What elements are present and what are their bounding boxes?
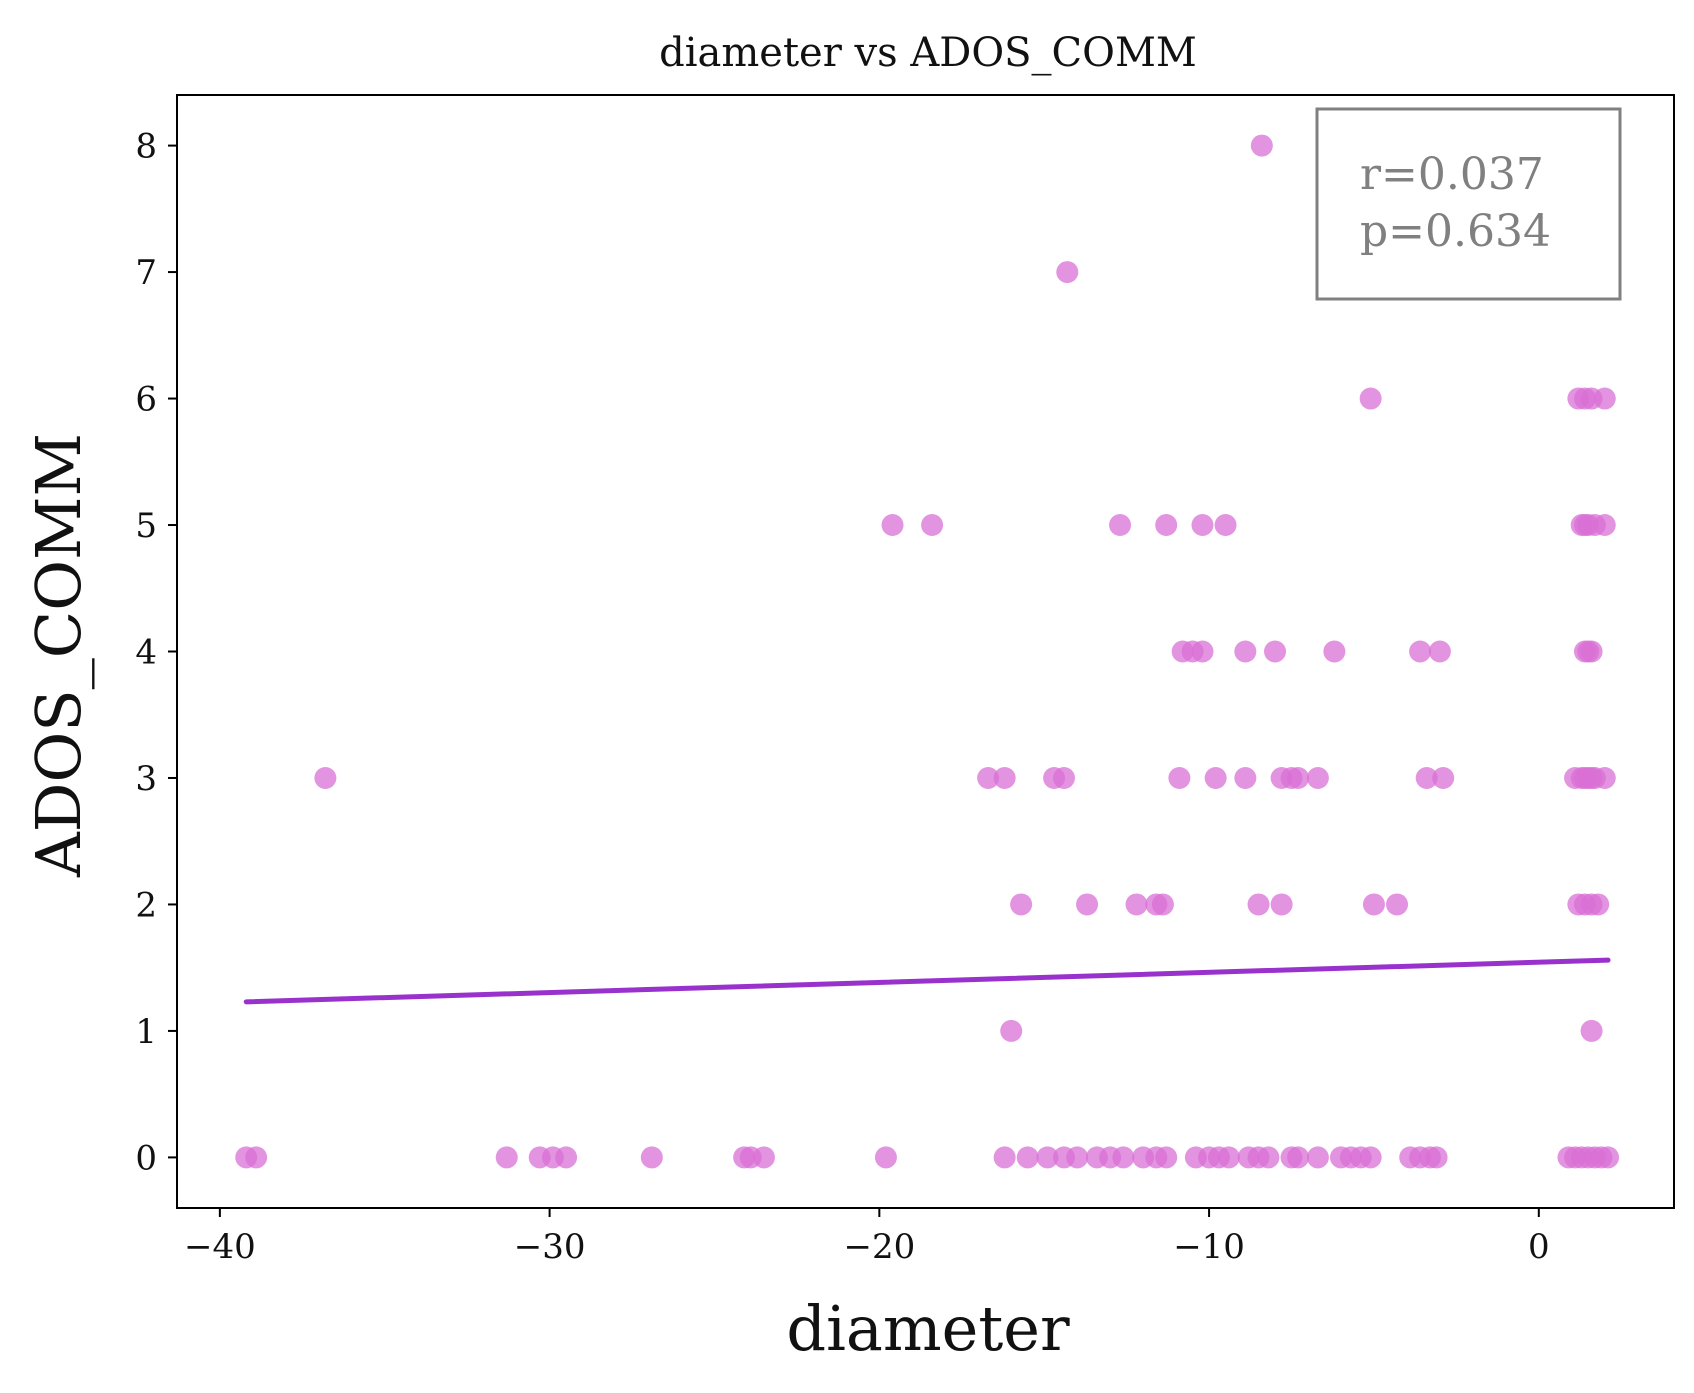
y-tick-label: 1 xyxy=(135,1012,157,1052)
data-point xyxy=(1425,1146,1448,1169)
data-point xyxy=(1323,640,1346,663)
y-axis-label: ADOS_COMM xyxy=(22,433,95,878)
data-point xyxy=(1109,514,1132,537)
data-point xyxy=(640,1146,663,1169)
x-tick-label: −40 xyxy=(184,1227,256,1267)
data-point xyxy=(1066,1146,1089,1169)
data-point xyxy=(993,766,1016,789)
x-axis-label: diameter xyxy=(786,1292,1070,1365)
data-point xyxy=(495,1146,518,1169)
data-point xyxy=(1359,387,1382,410)
data-point xyxy=(1010,893,1033,916)
data-point xyxy=(1151,893,1174,916)
data-point xyxy=(752,1146,775,1169)
data-point xyxy=(1155,514,1178,537)
chart-title: diameter vs ADOS_COMM xyxy=(659,30,1197,76)
data-point xyxy=(1593,514,1616,537)
data-point xyxy=(1112,1146,1135,1169)
y-tick-label: 3 xyxy=(135,759,157,799)
y-tick-label: 0 xyxy=(135,1138,157,1178)
y-tick-label: 6 xyxy=(135,380,157,420)
data-point xyxy=(1247,893,1270,916)
data-point xyxy=(1359,1146,1382,1169)
data-point xyxy=(1593,387,1616,410)
data-point xyxy=(1306,1146,1329,1169)
data-point xyxy=(1264,640,1287,663)
data-point xyxy=(874,1146,897,1169)
stats-annotation: r=0.037 p=0.634 xyxy=(1315,107,1622,301)
data-point xyxy=(1362,893,1385,916)
data-point xyxy=(1016,1146,1039,1169)
data-point xyxy=(1217,1146,1240,1169)
data-point xyxy=(1214,514,1237,537)
stats-r-value: r=0.037 xyxy=(1360,149,1544,200)
points-layer xyxy=(235,134,1620,1169)
data-point xyxy=(1593,766,1616,789)
data-point xyxy=(1386,893,1409,916)
x-axis-ticks: −40 −30 −20 −10 0 xyxy=(184,1208,1550,1267)
data-point xyxy=(555,1146,578,1169)
data-point xyxy=(1597,1146,1620,1169)
y-tick-label: 8 xyxy=(135,127,157,167)
data-point xyxy=(1409,640,1432,663)
data-point xyxy=(1270,893,1293,916)
data-point xyxy=(1191,514,1214,537)
y-tick-label: 2 xyxy=(135,885,157,925)
x-tick-label: 0 xyxy=(1528,1227,1550,1267)
data-point xyxy=(1306,766,1329,789)
data-point xyxy=(1076,893,1099,916)
data-point xyxy=(1432,766,1455,789)
data-point xyxy=(881,514,904,537)
data-point xyxy=(1587,893,1610,916)
data-point xyxy=(1234,640,1257,663)
data-point xyxy=(1168,766,1191,789)
data-point xyxy=(1191,640,1214,663)
y-axis-ticks: 0 1 2 3 4 5 6 7 8 xyxy=(135,127,177,1178)
data-point xyxy=(1287,766,1310,789)
data-point xyxy=(977,766,1000,789)
data-point xyxy=(245,1146,268,1169)
data-point xyxy=(1580,1019,1603,1042)
data-point xyxy=(314,766,337,789)
data-point xyxy=(1125,893,1148,916)
data-point xyxy=(1234,766,1257,789)
x-tick-label: −30 xyxy=(514,1227,586,1267)
stats-p-value: p=0.634 xyxy=(1360,206,1551,257)
data-point xyxy=(1580,640,1603,663)
x-tick-label: −10 xyxy=(1173,1227,1245,1267)
data-point xyxy=(1428,640,1451,663)
data-point xyxy=(993,1146,1016,1169)
data-point xyxy=(1287,1146,1310,1169)
x-tick-label: −20 xyxy=(843,1227,915,1267)
y-tick-label: 7 xyxy=(135,253,157,293)
data-point xyxy=(1257,1146,1280,1169)
stats-box xyxy=(1315,107,1622,301)
y-tick-label: 4 xyxy=(135,633,157,673)
data-point xyxy=(1155,1146,1178,1169)
data-point xyxy=(1204,766,1227,789)
data-point xyxy=(1052,766,1075,789)
regression-line xyxy=(243,957,1611,1005)
y-tick-label: 5 xyxy=(135,506,157,546)
data-point xyxy=(921,514,944,537)
data-point xyxy=(1056,261,1079,284)
data-point xyxy=(1250,134,1273,157)
data-point xyxy=(1036,1146,1059,1169)
data-point xyxy=(1000,1019,1023,1042)
data-point xyxy=(1415,766,1438,789)
